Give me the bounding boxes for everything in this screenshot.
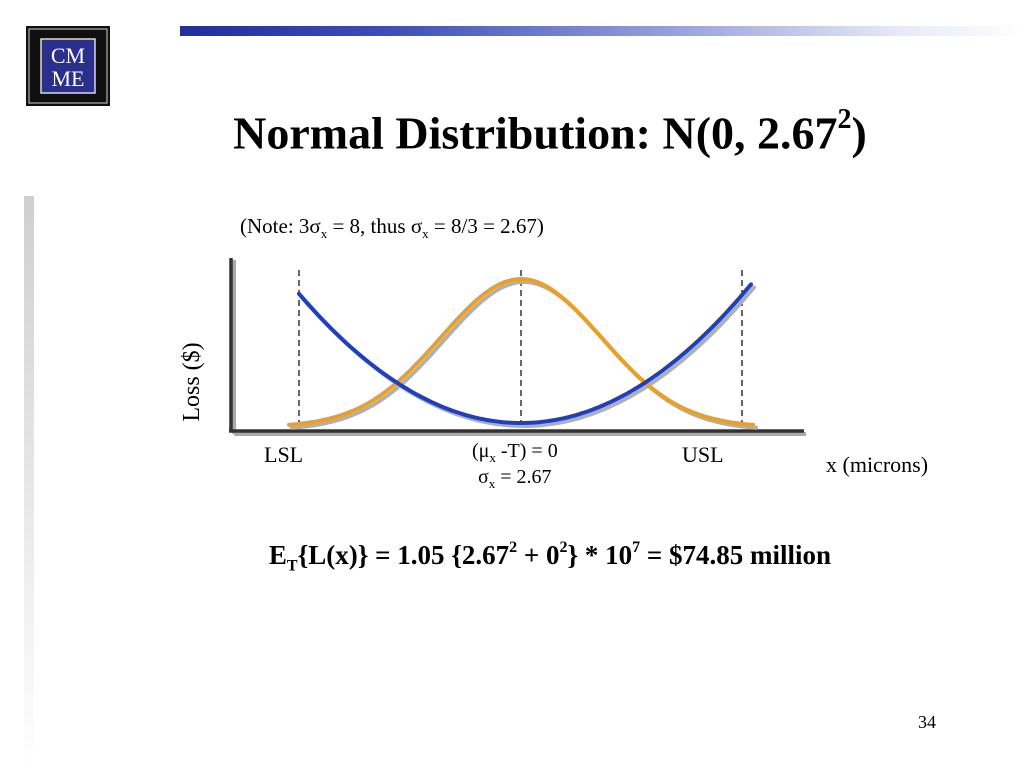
note-part-2: = 8, thus σ <box>327 214 423 238</box>
note-sub-1: x <box>320 226 328 242</box>
mean-offset-part-1: (μ <box>472 440 490 462</box>
mean-offset-part-2: -T) = 0 <box>495 440 558 462</box>
formula-sup-2: 2 <box>559 539 568 556</box>
formula-part-1: {L(x)} = 1.05 {2.67 <box>297 540 510 570</box>
note-sub-2: x <box>422 226 429 242</box>
mean-offset-label: (μx -T) = 0 <box>472 440 558 466</box>
cmme-logo-graphic: CM ME <box>28 28 108 104</box>
sigma-part-2: = 2.67 <box>495 466 552 488</box>
formula-part-3: } * 10 <box>567 540 633 570</box>
sigma-label: σx = 2.67 <box>478 466 552 492</box>
title-text: Normal Distribution: N(0, 2.67 <box>233 107 838 159</box>
formula-e-sub: T <box>286 557 298 575</box>
title-exponent: 2 <box>837 104 852 135</box>
formula-sup-1: 2 <box>509 539 518 556</box>
side-accent-bar <box>24 196 34 768</box>
note-part-1: (Note: 3σ <box>240 214 321 238</box>
formula-part-2: + 0 <box>517 540 560 570</box>
sigma-note: (Note: 3σx = 8, thus σx = 8/3 = 2.67) <box>240 214 544 242</box>
sigma-part-1: σ <box>478 466 489 488</box>
formula-e: E <box>268 540 287 570</box>
normal-distribution-curve <box>287 276 755 427</box>
usl-label: USL <box>682 442 724 467</box>
cmme-logo: CM ME <box>26 26 110 106</box>
formula-sup-3: 7 <box>632 539 641 556</box>
logo-line-1: CM <box>51 43 85 68</box>
mean-offset-sub: x <box>489 450 496 465</box>
title-suffix: ) <box>851 107 867 159</box>
title-accent-bar <box>180 26 1024 36</box>
logo-line-2: ME <box>52 66 85 91</box>
sigma-sub: x <box>488 476 496 491</box>
formula-part-4: = $74.85 million <box>640 540 832 570</box>
expected-loss-formula: ET{L(x)} = 1.05 {2.672 + 02} * 107 = $74… <box>0 539 1024 575</box>
x-axis-label: x (microns) <box>826 452 929 477</box>
slide-title: Normal Distribution: N(0, 2.672) <box>0 96 1024 161</box>
lsl-label: LSL <box>264 442 304 467</box>
note-part-3: = 8/3 = 2.67) <box>428 214 544 238</box>
page-number: 34 <box>918 712 936 732</box>
quadratic-loss-curve <box>297 282 753 425</box>
